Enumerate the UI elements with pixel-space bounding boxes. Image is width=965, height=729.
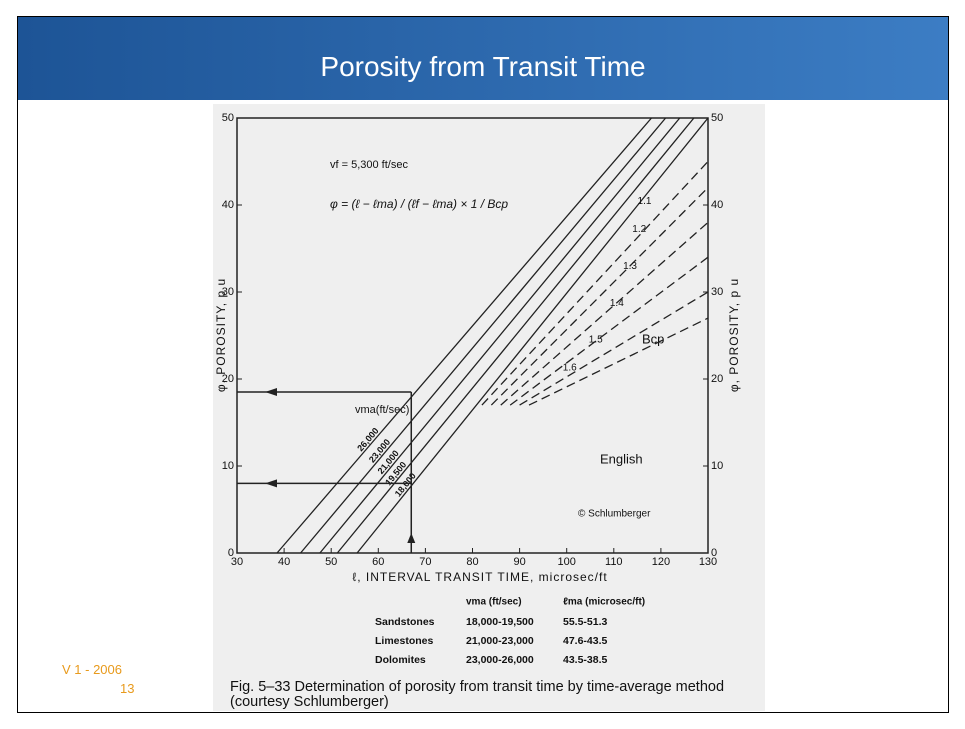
page-number: 13 [120, 681, 135, 696]
matrix-line [356, 117, 709, 554]
bcp-value: 1.6 [563, 363, 577, 374]
x-tick-label: 120 [652, 556, 670, 568]
y-tick-label: 10 [711, 460, 723, 472]
table-cell: 55.5-51.3 [563, 616, 608, 628]
bcp-value: 1.5 [589, 335, 603, 346]
table-cell: 43.5-38.5 [563, 654, 608, 666]
y-tick-label: 20 [222, 373, 234, 385]
matrix-line [276, 117, 652, 554]
table-cell: Sandstones [375, 616, 435, 628]
table-cell: 47.6-43.5 [563, 635, 608, 647]
matrix-line [300, 117, 667, 554]
table-cell: Dolomites [375, 654, 426, 666]
y-tick-label: 20 [711, 373, 723, 385]
plot-frame [236, 117, 709, 554]
x-tick-label: 80 [466, 556, 478, 568]
bcp-value: 1.2 [632, 224, 646, 235]
matrix-line [336, 117, 695, 554]
table-header: ℓma (microsec/ft) [563, 597, 645, 608]
example-arrowhead [265, 479, 277, 488]
figure-background [213, 104, 765, 711]
version: V 1 - 2006 [62, 662, 122, 677]
x-tick-label: 40 [278, 556, 290, 568]
matrix-line [319, 117, 681, 554]
table-cell: 23,000-26,000 [466, 654, 534, 666]
bcp-value: 1.1 [638, 196, 652, 207]
y-tick-label: 40 [711, 199, 723, 211]
y-tick-label: 30 [222, 286, 234, 298]
y-tick-label: 10 [222, 460, 234, 472]
bcp-line [490, 187, 709, 406]
example-arrowhead [265, 388, 277, 397]
x-tick-label: 60 [372, 556, 384, 568]
slide-title: Porosity from Transit Time [18, 17, 948, 100]
table-cell: Limestones [375, 635, 434, 647]
unit-label: English [600, 451, 643, 466]
bcp-value: 1.3 [623, 261, 637, 272]
x-axis-label: ℓ, INTERVAL TRANSIT TIME, microsec/ft [352, 570, 607, 584]
y-tick-label: 40 [222, 199, 234, 211]
x-tick-label: 70 [419, 556, 431, 568]
formula: φ = (ℓ − ℓma) / (ℓf − ℓma) × 1 / Bcp [330, 197, 508, 211]
copyright: © Schlumberger [578, 509, 651, 520]
slide-frame [17, 16, 949, 713]
y-tick-label: 50 [222, 112, 234, 124]
y-tick-label: 0 [711, 547, 717, 559]
caption: Fig. 5–33 Determination of porosity from… [230, 679, 725, 710]
y-tick-label: 50 [711, 112, 723, 124]
bcp-line [528, 317, 709, 406]
x-tick-label: 100 [558, 556, 576, 568]
x-tick-label: 50 [325, 556, 337, 568]
bcp-label: Bcp [642, 331, 664, 346]
bcp-line [500, 221, 709, 406]
y-axis-label: φ, POROSITY, p u [214, 278, 228, 392]
table-cell: 18,000-19,500 [466, 616, 534, 628]
y-axis-label: φ, POROSITY, p u [727, 278, 741, 392]
y-tick-label: 30 [711, 286, 723, 298]
bcp-line [519, 291, 709, 406]
matrix-label: vma(ft/sec) [355, 404, 409, 416]
bcp-line [509, 256, 709, 406]
table-header: vma (ft/sec) [466, 597, 522, 608]
x-tick-label: 90 [513, 556, 525, 568]
x-tick-label: 110 [605, 556, 623, 568]
y-tick-label: 0 [228, 547, 234, 559]
fluid-velocity: vf = 5,300 ft/sec [330, 159, 408, 171]
example-arrowhead [407, 533, 416, 543]
x-tick-label: 30 [231, 556, 243, 568]
table-cell: 21,000-23,000 [466, 635, 534, 647]
x-tick-label: 130 [699, 556, 717, 568]
bcp-value: 1.4 [610, 298, 624, 309]
